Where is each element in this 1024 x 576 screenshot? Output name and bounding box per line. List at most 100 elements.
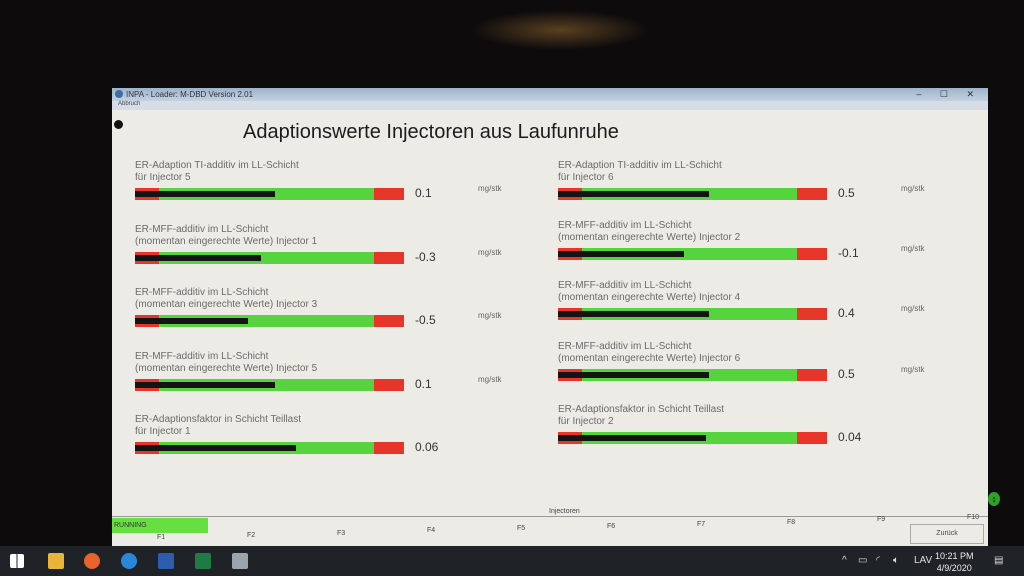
gauge-value: 0.5 xyxy=(838,186,855,200)
gauge-label: ER-Adaptionsfaktor in Schicht Teillast f… xyxy=(558,404,725,427)
title-bar: INPA - Loader: M-DBD Version 2.01 – ☐ ✕ xyxy=(112,88,988,101)
zurueck-button[interactable]: Zurück xyxy=(910,524,984,544)
gauge-high-zone xyxy=(797,248,827,260)
gauge-label: ER-MFF-additiv im LL-Schicht (momentan e… xyxy=(135,287,318,310)
fkey-f1[interactable]: F1 xyxy=(157,534,166,541)
gauge-high-zone xyxy=(797,188,827,200)
gauge-high-zone xyxy=(797,308,827,320)
gauge-right-3: ER-MFF-additiv im LL-Schicht (momentan e… xyxy=(558,341,978,401)
gauge-left-4: ER-Adaptionsfaktor in Schicht Teillast f… xyxy=(135,414,555,474)
volume-icon[interactable]: 🔈︎ xyxy=(893,555,899,566)
gauge-label: ER-MFF-additiv im LL-Schicht (momentan e… xyxy=(558,341,741,364)
gauge-unit: mg/stk xyxy=(901,304,925,313)
fkey-f10[interactable]: F10 xyxy=(967,514,980,522)
gauge-fill xyxy=(558,435,706,441)
gauge-left-1: ER-MFF-additiv im LL-Schicht (momentan e… xyxy=(135,224,555,284)
gauge-value: 0.5 xyxy=(838,367,855,381)
fkey-f8[interactable]: F8 xyxy=(787,518,796,526)
gauge-value: -0.5 xyxy=(415,313,436,327)
gauge-label: ER-MFF-additiv im LL-Schicht (momentan e… xyxy=(558,220,741,243)
app-icon xyxy=(115,90,123,98)
firefox-icon[interactable] xyxy=(84,553,100,569)
gauge-unit: mg/stk xyxy=(478,311,502,320)
gauge-bar xyxy=(135,379,404,391)
gauge-bar xyxy=(558,308,827,320)
gauge-value: 0.1 xyxy=(415,186,432,200)
background-light xyxy=(470,10,650,50)
gauge-label: ER-MFF-additiv im LL-Schicht (momentan e… xyxy=(135,351,318,374)
scroll-arrows-icon[interactable]: ↕ xyxy=(988,492,1000,506)
gauge-fill xyxy=(558,191,709,197)
gauge-value: 0.06 xyxy=(415,440,439,454)
fkey-f7[interactable]: F7 xyxy=(697,520,706,528)
page-title: Adaptionswerte Injectoren aus Laufunruhe xyxy=(243,121,619,143)
time: 10:21 PM xyxy=(935,551,974,561)
word-icon[interactable] xyxy=(158,553,174,569)
menu-abbruch[interactable]: Abbruch xyxy=(118,101,141,107)
gauge-high-zone xyxy=(374,315,404,327)
fkey-f3[interactable]: F3 xyxy=(337,529,346,537)
gauge-right-1: ER-MFF-additiv im LL-Schicht (momentan e… xyxy=(558,220,978,280)
gauge-high-zone xyxy=(374,442,404,454)
wifi-icon[interactable]: ◜ xyxy=(876,555,880,566)
gauge-value: 0.1 xyxy=(415,377,432,391)
gauge-right-4: ER-Adaptionsfaktor in Schicht Teillast f… xyxy=(558,404,978,464)
gauge-high-zone xyxy=(374,188,404,200)
gauge-bar xyxy=(135,442,404,454)
excel-icon[interactable] xyxy=(195,553,211,569)
taskbar: ^ ▭ ◜ 🔈︎ LAV 10:21 PM 4/9/2020 ▤ xyxy=(0,546,1024,576)
gauge-bar xyxy=(558,432,827,444)
gauge-label: ER-MFF-additiv im LL-Schicht (momentan e… xyxy=(558,280,741,303)
windows-start-icon[interactable] xyxy=(10,554,24,568)
gauge-fill xyxy=(135,318,248,324)
gauge-unit: mg/stk xyxy=(901,184,925,193)
gauge-fill xyxy=(135,382,275,388)
function-key-bar xyxy=(112,516,988,546)
fkey-f6[interactable]: F6 xyxy=(607,523,616,530)
teamviewer-icon[interactable] xyxy=(121,553,137,569)
menu-bar: Abbruch xyxy=(112,101,988,110)
gauge-high-zone xyxy=(797,432,827,444)
gauge-label: ER-Adaption TI-additiv im LL-Schicht für… xyxy=(135,160,299,183)
gauge-bar xyxy=(558,248,827,260)
gauge-unit: mg/stk xyxy=(901,365,925,374)
gauge-fill xyxy=(558,251,685,257)
fkey-f5[interactable]: F5 xyxy=(517,525,526,533)
gauge-value: 0.04 xyxy=(838,430,862,444)
inpa-taskbar-icon[interactable] xyxy=(232,553,248,569)
fkey-f4[interactable]: F4 xyxy=(427,527,436,535)
gauge-bar xyxy=(558,369,827,381)
gauge-high-zone xyxy=(797,369,827,381)
tray-chevron-icon[interactable]: ^ xyxy=(842,555,847,566)
gauge-fill xyxy=(135,191,275,197)
gauge-high-zone xyxy=(374,252,404,264)
fkey-f9[interactable]: F9 xyxy=(877,516,886,524)
gauge-value: -0.3 xyxy=(415,250,436,264)
group-label: Injectoren xyxy=(549,508,580,515)
window-controls[interactable]: – ☐ ✕ xyxy=(916,89,982,99)
gauge-fill xyxy=(558,372,709,378)
inpa-window: INPA - Loader: M-DBD Version 2.01 – ☐ ✕ A… xyxy=(112,88,988,546)
gauge-label: ER-MFF-additiv im LL-Schicht (momentan e… xyxy=(135,224,318,247)
gauge-high-zone xyxy=(374,379,404,391)
fkey-f2[interactable]: F2 xyxy=(247,531,256,539)
date: 4/9/2020 xyxy=(936,563,972,573)
gauge-bar xyxy=(135,315,404,327)
selection-bullet-icon xyxy=(114,120,123,129)
gauge-unit: mg/stk xyxy=(478,248,502,257)
gauge-label: ER-Adaption TI-additiv im LL-Schicht für… xyxy=(558,160,722,183)
clock[interactable]: 10:21 PM 4/9/2020 xyxy=(935,550,974,574)
gauge-fill xyxy=(558,311,709,317)
gauge-right-2: ER-MFF-additiv im LL-Schicht (momentan e… xyxy=(558,280,978,340)
gauge-bar xyxy=(135,252,404,264)
file-explorer-icon[interactable] xyxy=(48,553,64,569)
gauge-left-2: ER-MFF-additiv im LL-Schicht (momentan e… xyxy=(135,287,555,347)
notifications-icon[interactable]: ▤ xyxy=(994,555,1004,566)
language-indicator[interactable]: LAV xyxy=(914,555,933,566)
gauge-fill xyxy=(135,445,297,451)
network-icon[interactable]: ▭ xyxy=(858,555,868,566)
gauge-right-0: ER-Adaption TI-additiv im LL-Schicht für… xyxy=(558,160,978,220)
window-title: INPA - Loader: M-DBD Version 2.01 xyxy=(126,90,254,99)
gauge-fill xyxy=(135,255,262,261)
gauge-unit: mg/stk xyxy=(478,184,502,193)
